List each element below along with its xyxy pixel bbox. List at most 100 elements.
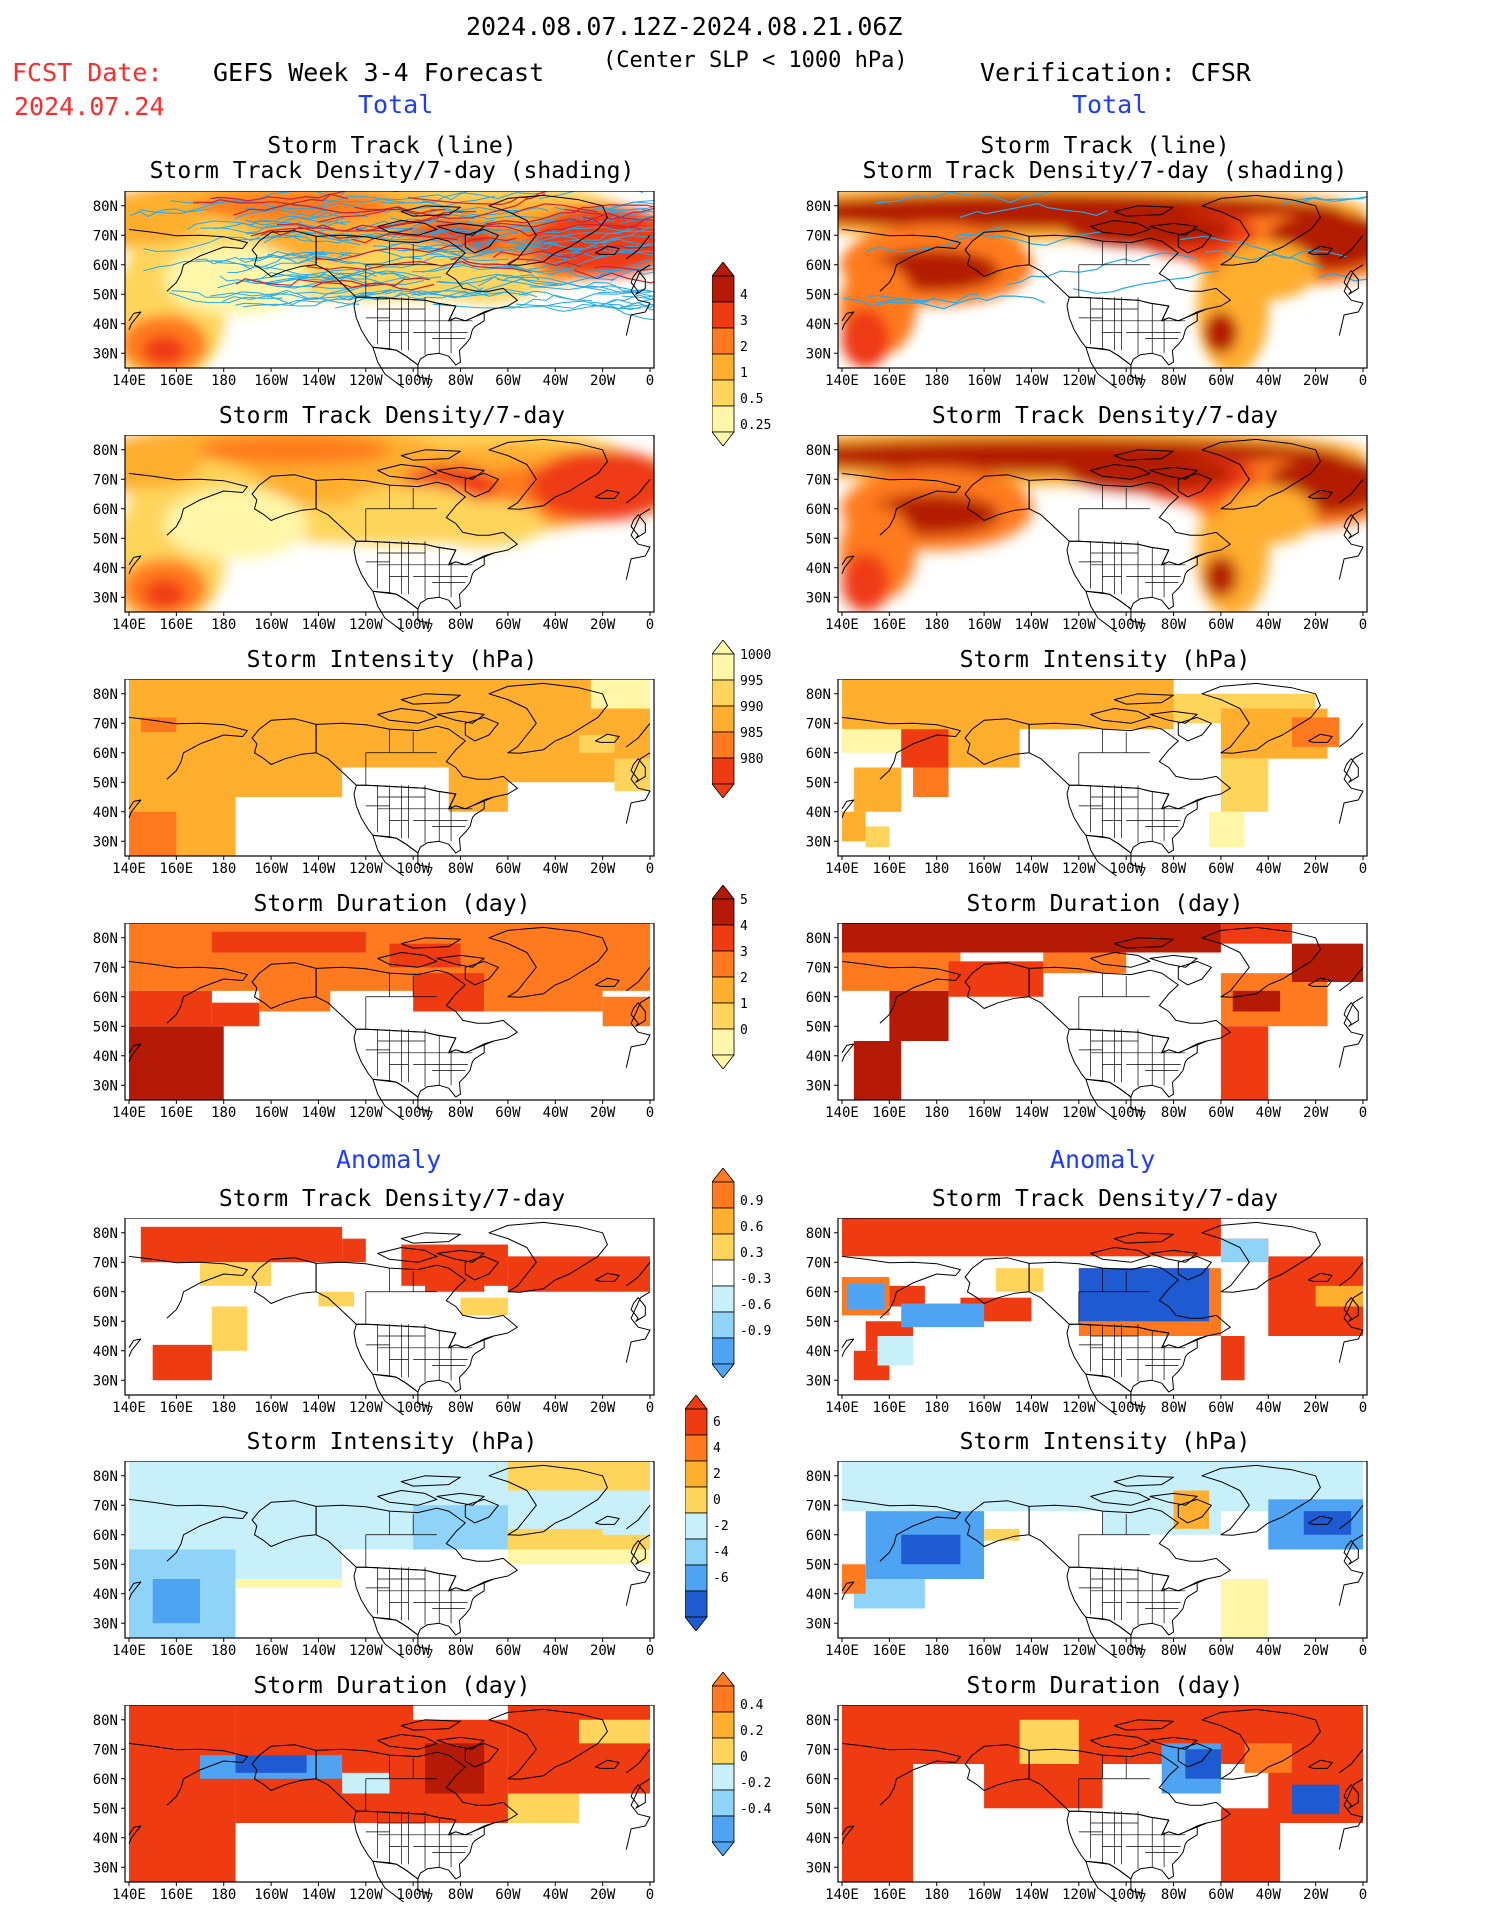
map-density-total-verification: 140E 160E 180 160W 140W 120W 100W 80W 60W 40W 20W 0… bbox=[768, 434, 1368, 639]
map-intensity-total-verification: 140E 160E 180 160W 140W 120W 100W 80W 60W 40W 20W 0… bbox=[768, 678, 1368, 883]
x-tick-label: 80W bbox=[1161, 1887, 1187, 1902]
colorbar-label: 0 bbox=[713, 1493, 721, 1508]
x-tick-label: 60W bbox=[495, 1105, 521, 1120]
date-range: 2024.08.07.12Z-2024.08.21.06Z bbox=[466, 12, 903, 41]
map-density-anomaly-forecast: 140E 160E 180 160W 140W 120W 100W 80W 60W 40W 20W 0… bbox=[55, 1217, 655, 1422]
x-tick-label: 20W bbox=[590, 861, 616, 876]
x-tick-label: 140W bbox=[1015, 861, 1049, 876]
y-tick-label: 80N bbox=[806, 1226, 831, 1242]
x-tick-label: 160W bbox=[967, 617, 1001, 632]
x-tick-label: 0 bbox=[646, 1105, 654, 1120]
x-tick-label: 180 bbox=[924, 617, 949, 632]
y-tick-label: 40N bbox=[93, 1049, 118, 1065]
x-tick-label: 100W bbox=[1109, 617, 1143, 632]
colorbar-label: 1 bbox=[740, 997, 748, 1012]
colorbar-duration-anomaly: 0.4 0.2 0 -0.2 -0.4 bbox=[711, 1671, 802, 1860]
y-tick-label: 40N bbox=[806, 1587, 831, 1603]
x-tick-label: 20W bbox=[590, 1105, 616, 1120]
y-tick-label: 60N bbox=[93, 1528, 118, 1544]
x-tick-label: 60W bbox=[1208, 617, 1234, 632]
x-tick-label: 180 bbox=[924, 1400, 949, 1415]
x-tick-label: 0 bbox=[646, 373, 654, 388]
x-tick-label: 140E bbox=[825, 1643, 859, 1658]
y-tick-label: 80N bbox=[806, 1469, 831, 1485]
x-tick-label: 0 bbox=[646, 1400, 654, 1415]
x-tick-label: 80W bbox=[1161, 1400, 1187, 1415]
colorbar-label: 2 bbox=[713, 1467, 721, 1482]
y-tick-label: 50N bbox=[93, 1801, 118, 1817]
x-tick-label: 160E bbox=[873, 1400, 907, 1415]
x-tick-label: 20W bbox=[590, 1400, 616, 1415]
y-tick-label: 70N bbox=[93, 1255, 118, 1271]
y-tick-label: 30N bbox=[806, 1616, 831, 1632]
title-intensity-anom-left: Storm Intensity (hPa) bbox=[246, 1429, 538, 1455]
x-tick-label: 160E bbox=[873, 1887, 907, 1902]
x-tick-label: 20W bbox=[1303, 617, 1329, 632]
y-tick-label: 70N bbox=[806, 228, 831, 244]
x-tick-label: 120W bbox=[349, 861, 383, 876]
y-tick-label: 30N bbox=[93, 1078, 118, 1094]
colorbar-density-anomaly: 0.9 0.6 0.3 -0.3 -0.6 -0.9 bbox=[711, 1167, 802, 1382]
map-duration-anomaly-verification: 140E 160E 180 160W 140W 120W 100W 80W 60W 40W 20W 0… bbox=[768, 1704, 1368, 1909]
y-tick-label: 30N bbox=[93, 1616, 118, 1632]
title-track-shading-left: Storm Track Density/7-day (shading) bbox=[149, 158, 635, 184]
title-duration-anom-left: Storm Duration (day) bbox=[253, 1673, 531, 1699]
title-intensity-anom-right: Storm Intensity (hPa) bbox=[959, 1429, 1251, 1455]
y-tick-label: 50N bbox=[93, 775, 118, 791]
colorbar-label: 985 bbox=[740, 726, 763, 741]
y-tick-label: 80N bbox=[806, 1713, 831, 1729]
colorbar-label: 6 bbox=[713, 1415, 721, 1430]
y-tick-label: 60N bbox=[806, 1772, 831, 1788]
colorbar-label: -0.6 bbox=[740, 1298, 771, 1313]
colorbar-label: 1000 bbox=[740, 648, 771, 663]
x-tick-label: 160E bbox=[873, 1643, 907, 1658]
x-tick-label: 40W bbox=[1256, 373, 1282, 388]
x-tick-label: 40W bbox=[1256, 1105, 1282, 1120]
colorbar-label: -4 bbox=[713, 1545, 729, 1560]
y-tick-label: 60N bbox=[806, 502, 831, 518]
y-tick-label: 60N bbox=[806, 258, 831, 274]
y-tick-label: 30N bbox=[806, 590, 831, 606]
x-tick-label: 140W bbox=[1015, 373, 1049, 388]
y-tick-label: 40N bbox=[806, 1344, 831, 1360]
anomaly-right-label: Anomaly bbox=[1050, 1145, 1156, 1174]
x-tick-label: 80W bbox=[1161, 373, 1187, 388]
x-tick-label: 80W bbox=[448, 1400, 474, 1415]
x-tick-label: 60W bbox=[495, 617, 521, 632]
colorbar-label: 0.3 bbox=[740, 1246, 763, 1261]
x-tick-label: 40W bbox=[1256, 617, 1282, 632]
x-tick-label: 120W bbox=[349, 373, 383, 388]
colorbar-label: -0.9 bbox=[740, 1324, 771, 1339]
colorbar-label: 3 bbox=[740, 945, 748, 960]
x-tick-label: 160W bbox=[254, 861, 288, 876]
colorbar-duration-total: 5 4 3 2 1 0 bbox=[711, 884, 802, 1073]
title-duration-right: Storm Duration (day) bbox=[966, 891, 1244, 917]
x-tick-label: 160W bbox=[254, 1887, 288, 1902]
y-tick-label: 30N bbox=[806, 1078, 831, 1094]
y-tick-label: 80N bbox=[93, 687, 118, 703]
colorbar-label: -0.4 bbox=[740, 1802, 771, 1817]
x-tick-label: 160E bbox=[160, 1887, 194, 1902]
x-tick-label: 180 bbox=[211, 617, 236, 632]
x-tick-label: 120W bbox=[349, 1643, 383, 1658]
x-tick-label: 40W bbox=[543, 1643, 569, 1658]
y-tick-label: 30N bbox=[93, 834, 118, 850]
x-tick-label: 140W bbox=[302, 861, 336, 876]
y-tick-label: 80N bbox=[93, 931, 118, 947]
total-right-label: Total bbox=[1072, 90, 1148, 119]
map-duration-total-forecast: 140E 160E 180 160W 140W 120W 100W 80W 60W 40W 20W 0… bbox=[55, 922, 655, 1127]
y-tick-label: 50N bbox=[93, 1314, 118, 1330]
x-tick-label: 140E bbox=[825, 1105, 859, 1120]
x-tick-label: 60W bbox=[495, 1887, 521, 1902]
x-tick-label: 0 bbox=[646, 861, 654, 876]
map-intensity-anomaly-verification: 140E 160E 180 160W 140W 120W 100W 80W 60W 40W 20W 0… bbox=[768, 1460, 1368, 1665]
y-tick-label: 70N bbox=[93, 1742, 118, 1758]
x-tick-label: 60W bbox=[1208, 861, 1234, 876]
x-tick-label: 40W bbox=[543, 1400, 569, 1415]
x-tick-label: 180 bbox=[211, 373, 236, 388]
y-tick-label: 70N bbox=[806, 716, 831, 732]
x-tick-label: 140W bbox=[302, 617, 336, 632]
x-tick-label: 160E bbox=[873, 617, 907, 632]
x-tick-label: 140E bbox=[112, 1400, 146, 1415]
x-tick-label: 140E bbox=[112, 1105, 146, 1120]
